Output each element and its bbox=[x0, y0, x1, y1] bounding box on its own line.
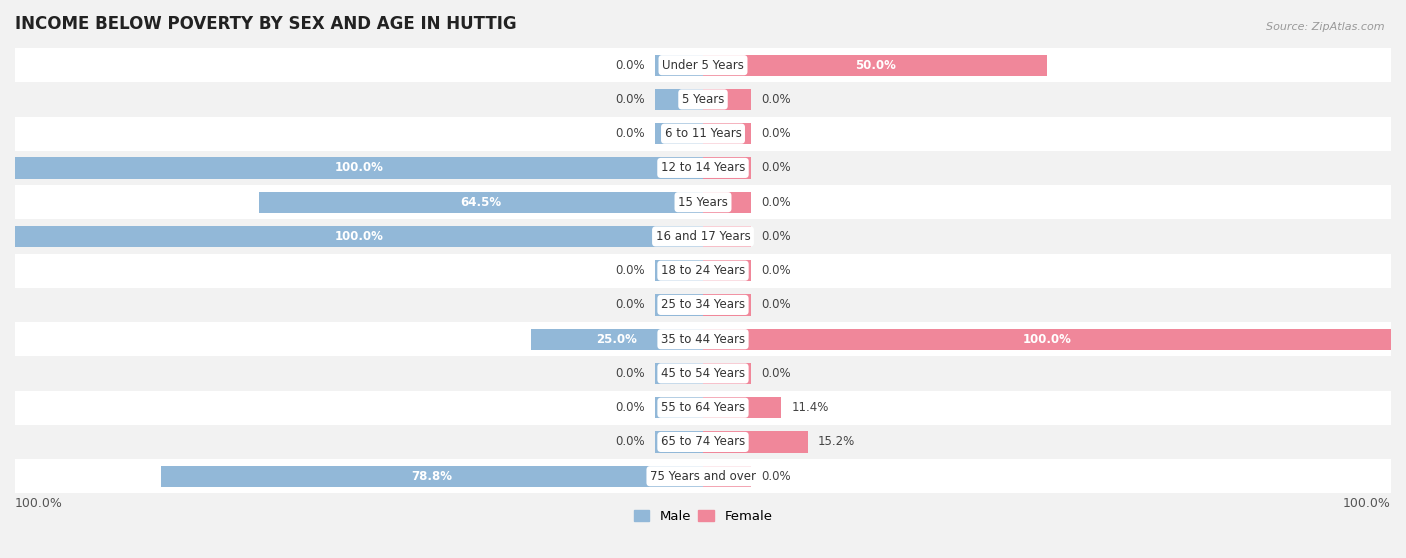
Text: 12 to 14 Years: 12 to 14 Years bbox=[661, 161, 745, 175]
Text: 0.0%: 0.0% bbox=[614, 93, 644, 106]
Bar bbox=[703, 123, 751, 145]
Text: 15 Years: 15 Years bbox=[678, 196, 728, 209]
Text: 0.0%: 0.0% bbox=[762, 264, 792, 277]
Text: 11.4%: 11.4% bbox=[792, 401, 830, 414]
Text: 55 to 64 Years: 55 to 64 Years bbox=[661, 401, 745, 414]
Bar bbox=[655, 294, 703, 316]
Text: 50.0%: 50.0% bbox=[855, 59, 896, 71]
Bar bbox=[15, 151, 1391, 185]
Bar bbox=[531, 329, 703, 350]
Text: INCOME BELOW POVERTY BY SEX AND AGE IN HUTTIG: INCOME BELOW POVERTY BY SEX AND AGE IN H… bbox=[15, 15, 516, 33]
Bar bbox=[655, 55, 703, 76]
Text: 45 to 54 Years: 45 to 54 Years bbox=[661, 367, 745, 380]
Bar bbox=[703, 329, 1391, 350]
Text: 100.0%: 100.0% bbox=[335, 161, 384, 175]
Text: 35 to 44 Years: 35 to 44 Years bbox=[661, 333, 745, 346]
Bar bbox=[15, 322, 1391, 357]
Bar bbox=[15, 48, 1391, 82]
Text: 25.0%: 25.0% bbox=[596, 333, 637, 346]
Bar bbox=[15, 391, 1391, 425]
Bar bbox=[703, 226, 751, 247]
Text: 6 to 11 Years: 6 to 11 Years bbox=[665, 127, 741, 140]
Bar bbox=[655, 431, 703, 453]
Text: 18 to 24 Years: 18 to 24 Years bbox=[661, 264, 745, 277]
Text: 0.0%: 0.0% bbox=[614, 127, 644, 140]
Text: 100.0%: 100.0% bbox=[15, 497, 63, 511]
Bar bbox=[160, 465, 703, 487]
Text: 0.0%: 0.0% bbox=[762, 196, 792, 209]
Text: 0.0%: 0.0% bbox=[762, 470, 792, 483]
Text: 25 to 34 Years: 25 to 34 Years bbox=[661, 299, 745, 311]
Bar bbox=[655, 260, 703, 281]
Bar bbox=[703, 397, 782, 418]
Text: Under 5 Years: Under 5 Years bbox=[662, 59, 744, 71]
Bar bbox=[703, 89, 751, 110]
Bar bbox=[655, 397, 703, 418]
Text: Source: ZipAtlas.com: Source: ZipAtlas.com bbox=[1267, 22, 1385, 32]
Text: 65 to 74 Years: 65 to 74 Years bbox=[661, 435, 745, 449]
Bar bbox=[259, 191, 703, 213]
Bar bbox=[703, 465, 751, 487]
Bar bbox=[15, 157, 703, 179]
Text: 75 Years and over: 75 Years and over bbox=[650, 470, 756, 483]
Bar bbox=[15, 226, 703, 247]
Bar bbox=[703, 260, 751, 281]
Legend: Male, Female: Male, Female bbox=[628, 505, 778, 528]
Bar bbox=[703, 363, 751, 384]
Bar bbox=[703, 157, 751, 179]
Bar bbox=[15, 185, 1391, 219]
Bar bbox=[15, 219, 1391, 253]
Bar bbox=[15, 117, 1391, 151]
Text: 0.0%: 0.0% bbox=[614, 401, 644, 414]
Text: 5 Years: 5 Years bbox=[682, 93, 724, 106]
Bar bbox=[703, 294, 751, 316]
Bar bbox=[15, 459, 1391, 493]
Bar bbox=[15, 82, 1391, 117]
Text: 0.0%: 0.0% bbox=[762, 127, 792, 140]
Bar bbox=[15, 357, 1391, 391]
Text: 0.0%: 0.0% bbox=[614, 299, 644, 311]
Text: 0.0%: 0.0% bbox=[762, 367, 792, 380]
Text: 0.0%: 0.0% bbox=[614, 367, 644, 380]
Bar bbox=[15, 288, 1391, 322]
Bar bbox=[655, 123, 703, 145]
Text: 78.8%: 78.8% bbox=[412, 470, 453, 483]
Bar bbox=[655, 363, 703, 384]
Text: 100.0%: 100.0% bbox=[1343, 497, 1391, 511]
Text: 100.0%: 100.0% bbox=[1022, 333, 1071, 346]
Bar bbox=[703, 431, 807, 453]
Text: 64.5%: 64.5% bbox=[461, 196, 502, 209]
Bar bbox=[703, 191, 751, 213]
Text: 0.0%: 0.0% bbox=[762, 230, 792, 243]
Text: 0.0%: 0.0% bbox=[614, 264, 644, 277]
Bar bbox=[703, 55, 1047, 76]
Text: 0.0%: 0.0% bbox=[762, 93, 792, 106]
Bar bbox=[15, 425, 1391, 459]
Text: 0.0%: 0.0% bbox=[762, 161, 792, 175]
Text: 100.0%: 100.0% bbox=[335, 230, 384, 243]
Text: 0.0%: 0.0% bbox=[762, 299, 792, 311]
Text: 0.0%: 0.0% bbox=[614, 435, 644, 449]
Text: 0.0%: 0.0% bbox=[614, 59, 644, 71]
Bar bbox=[655, 89, 703, 110]
Text: 15.2%: 15.2% bbox=[818, 435, 855, 449]
Text: 16 and 17 Years: 16 and 17 Years bbox=[655, 230, 751, 243]
Bar bbox=[15, 253, 1391, 288]
